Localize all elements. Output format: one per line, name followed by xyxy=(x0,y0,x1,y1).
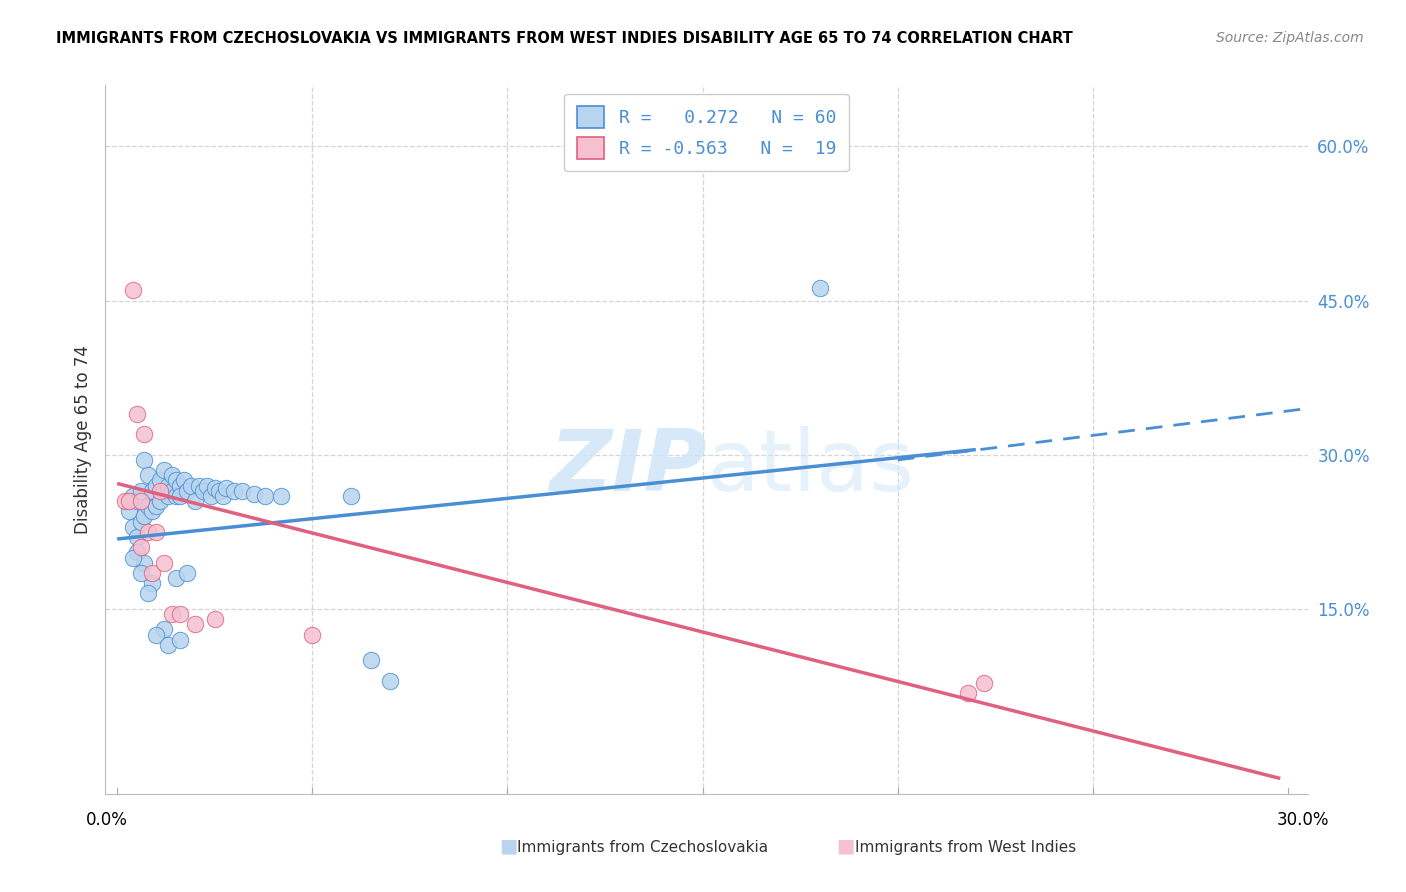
Point xyxy=(242,487,264,501)
Point xyxy=(231,483,253,498)
Point xyxy=(165,474,187,488)
Point xyxy=(153,556,176,570)
Point xyxy=(160,468,183,483)
Point xyxy=(156,638,179,652)
Point xyxy=(973,676,995,690)
Point xyxy=(138,468,160,483)
Point xyxy=(129,540,152,554)
Text: IMMIGRANTS FROM CZECHOSLOVAKIA VS IMMIGRANTS FROM WEST INDIES DISABILITY AGE 65 : IMMIGRANTS FROM CZECHOSLOVAKIA VS IMMIGR… xyxy=(56,31,1073,46)
Point xyxy=(204,612,226,626)
Text: atlas: atlas xyxy=(707,426,914,509)
Point xyxy=(125,494,148,508)
Point xyxy=(169,607,191,621)
Point xyxy=(224,483,246,498)
Point xyxy=(145,627,167,641)
Point xyxy=(360,653,382,667)
Point xyxy=(254,489,277,503)
Text: Immigrants from West Indies: Immigrants from West Indies xyxy=(855,840,1076,855)
Point xyxy=(121,283,143,297)
Point xyxy=(215,481,238,495)
Point xyxy=(153,463,176,477)
Point xyxy=(121,550,143,565)
Point xyxy=(138,524,160,539)
Text: 0.0%: 0.0% xyxy=(86,811,128,829)
Point xyxy=(141,483,163,498)
Point xyxy=(188,478,211,492)
Point xyxy=(195,478,218,492)
Point xyxy=(145,478,167,492)
Point xyxy=(153,483,176,498)
Point xyxy=(118,504,141,518)
Point xyxy=(270,489,292,503)
Point xyxy=(134,453,156,467)
Point xyxy=(156,489,179,503)
Point xyxy=(134,427,156,442)
Y-axis label: Disability Age 65 to 74: Disability Age 65 to 74 xyxy=(73,345,91,533)
Point xyxy=(956,686,979,700)
Text: ■: ■ xyxy=(837,837,855,855)
Point xyxy=(204,481,226,495)
Point xyxy=(191,483,214,498)
Point xyxy=(173,474,195,488)
Point xyxy=(141,504,163,518)
Point xyxy=(149,474,172,488)
Text: Immigrants from Czechoslovakia: Immigrants from Czechoslovakia xyxy=(517,840,769,855)
Point xyxy=(149,494,172,508)
Point xyxy=(125,530,148,544)
Point xyxy=(169,489,191,503)
Point xyxy=(138,586,160,600)
Text: ZIP: ZIP xyxy=(548,426,707,509)
Point xyxy=(184,617,207,632)
Point xyxy=(200,489,222,503)
Legend: R =   0.272   N = 60, R = -0.563   N =  19: R = 0.272 N = 60, R = -0.563 N = 19 xyxy=(564,94,849,171)
Point xyxy=(145,524,167,539)
Point xyxy=(121,519,143,533)
Point xyxy=(301,627,323,641)
Point xyxy=(129,483,152,498)
Point xyxy=(125,407,148,421)
Text: ■: ■ xyxy=(499,837,517,855)
Point xyxy=(141,576,163,591)
Point xyxy=(169,632,191,647)
Point xyxy=(129,494,152,508)
Text: Source: ZipAtlas.com: Source: ZipAtlas.com xyxy=(1216,31,1364,45)
Point xyxy=(160,483,183,498)
Point xyxy=(340,489,363,503)
Point xyxy=(165,571,187,585)
Point xyxy=(176,483,198,498)
Point xyxy=(153,623,176,637)
Point xyxy=(145,499,167,513)
Point xyxy=(208,483,231,498)
Point xyxy=(808,281,831,295)
Point xyxy=(114,494,136,508)
Point xyxy=(160,607,183,621)
Point xyxy=(176,566,198,580)
Point xyxy=(156,478,179,492)
Point xyxy=(141,566,163,580)
Point xyxy=(149,483,172,498)
Point xyxy=(138,499,160,513)
Point xyxy=(380,673,402,688)
Text: 30.0%: 30.0% xyxy=(1277,811,1330,829)
Point xyxy=(184,494,207,508)
Point xyxy=(165,489,187,503)
Point xyxy=(129,515,152,529)
Point xyxy=(121,489,143,503)
Point xyxy=(134,509,156,524)
Point xyxy=(180,478,202,492)
Point xyxy=(129,566,152,580)
Point xyxy=(134,556,156,570)
Point xyxy=(169,478,191,492)
Point xyxy=(211,489,233,503)
Point xyxy=(118,494,141,508)
Point xyxy=(125,545,148,559)
